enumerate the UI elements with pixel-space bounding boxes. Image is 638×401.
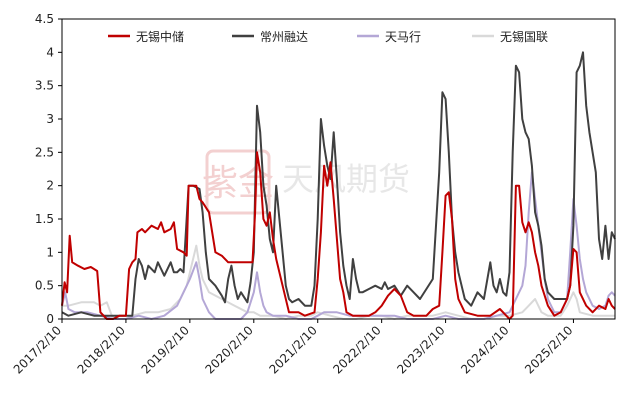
legend-label: 常州融达: [260, 30, 308, 44]
y-tick-label: 2.5: [35, 145, 54, 159]
watermark: 紫金 天风期货: [202, 149, 410, 215]
x-tick-label: 2023/2/10: [394, 323, 447, 376]
series-line: [62, 244, 615, 320]
y-tick-label: 0.5: [35, 279, 54, 293]
y-tick-label: 1: [46, 245, 54, 259]
y-tick-label: 4.5: [35, 12, 54, 26]
plot-area: [61, 51, 616, 320]
series-line: [61, 151, 616, 320]
x-tick-label: 2022/2/10: [330, 323, 383, 376]
x-tick-label: 2025/2/10: [522, 323, 575, 376]
legend-label: 无锡国联: [500, 29, 548, 44]
legend-label: 无锡中储: [136, 29, 184, 44]
x-tick-label: 2021/2/10: [266, 323, 319, 376]
plot-frame: [61, 18, 616, 320]
y-tick-label: 4: [46, 45, 54, 59]
x-tick-label: 2017/2/10: [11, 323, 64, 376]
y-tick-label: 2: [46, 179, 54, 193]
y-tick-label: 1.5: [35, 212, 54, 226]
y-tick-label: 3: [46, 112, 54, 126]
legend: 无锡中储 常州融达 天马行 无锡国联: [108, 29, 548, 44]
x-tick-label: 2024/2/10: [458, 323, 511, 376]
x-tick-label: 2020/2/10: [203, 323, 256, 376]
x-tick-label: 2018/2/10: [75, 323, 128, 376]
y-tick-label: 3.5: [35, 79, 54, 93]
watermark-text: 天风期货: [282, 160, 410, 198]
x-tick-label: 2019/2/10: [139, 323, 192, 376]
legend-label: 天马行: [385, 30, 421, 44]
y-tick-label: 0: [46, 312, 54, 326]
